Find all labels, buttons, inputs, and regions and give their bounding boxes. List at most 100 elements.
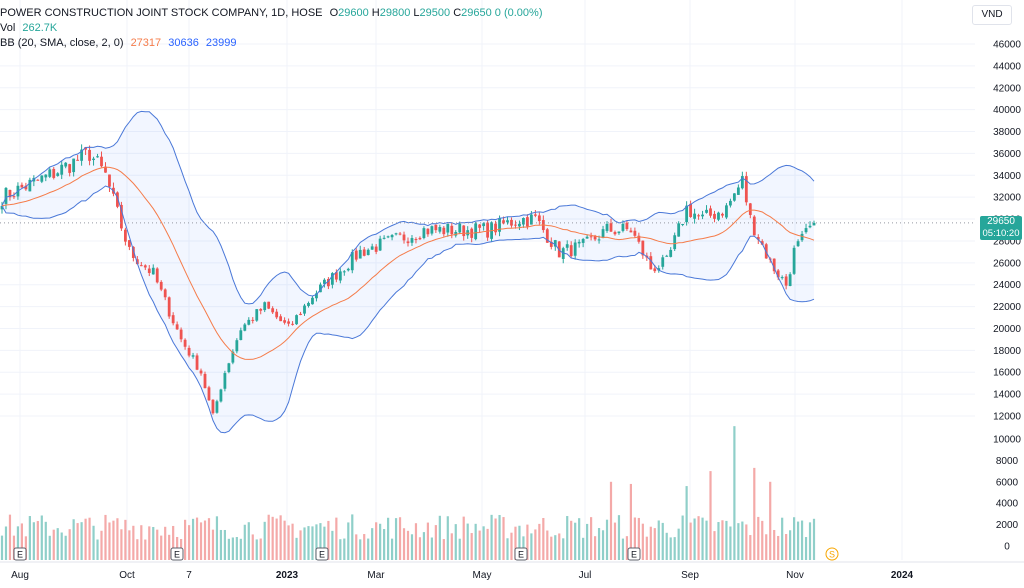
volume-bar bbox=[422, 532, 426, 560]
currency-button[interactable]: VND bbox=[972, 5, 1012, 25]
earnings-marker[interactable] bbox=[514, 547, 528, 561]
candle-body bbox=[346, 268, 350, 271]
dividend-marker[interactable] bbox=[825, 547, 839, 561]
volume-bar bbox=[183, 519, 187, 560]
earnings-marker-label: E bbox=[17, 550, 23, 560]
candle-body bbox=[549, 241, 553, 247]
bb-label[interactable]: BB (20, SMA, close, 2, 0) bbox=[0, 37, 124, 49]
candle-body bbox=[120, 204, 123, 229]
earnings-marker[interactable] bbox=[13, 547, 27, 561]
candle-body bbox=[585, 236, 589, 239]
candle-body bbox=[263, 302, 267, 311]
volume-bar bbox=[534, 529, 537, 560]
candle-body bbox=[243, 324, 247, 331]
candle-body bbox=[430, 226, 434, 234]
earnings-marker[interactable] bbox=[170, 547, 184, 561]
volume-bar bbox=[347, 522, 350, 560]
candle-body bbox=[295, 315, 298, 325]
candle-body bbox=[255, 309, 259, 321]
volume-bar bbox=[773, 529, 776, 560]
candle-body bbox=[573, 242, 577, 256]
volume-bar bbox=[458, 538, 461, 560]
candle-body bbox=[705, 209, 708, 213]
candle-body bbox=[502, 220, 505, 224]
candle-body bbox=[215, 401, 219, 413]
candle-body bbox=[239, 330, 243, 341]
volume-bar bbox=[645, 536, 648, 560]
volume-tick-label: 0 bbox=[1004, 542, 1010, 553]
low-label: L bbox=[413, 7, 420, 19]
volume-bar bbox=[156, 529, 159, 560]
volume-bar bbox=[641, 523, 644, 560]
volume-bar bbox=[36, 521, 39, 560]
volume-bar bbox=[673, 537, 676, 560]
candle-body bbox=[131, 246, 135, 258]
candle-body bbox=[127, 240, 131, 247]
dividend-marker-label: S bbox=[829, 550, 835, 560]
volume-bar bbox=[721, 520, 724, 560]
candle-body bbox=[422, 228, 426, 239]
volume-label[interactable]: Vol bbox=[0, 22, 16, 34]
volume-bar bbox=[283, 520, 286, 560]
candle-body bbox=[434, 224, 438, 231]
earnings-marker[interactable] bbox=[627, 547, 641, 561]
volume-bar bbox=[593, 536, 597, 560]
volume-bar bbox=[291, 523, 294, 560]
volume-bar bbox=[255, 539, 258, 560]
volume-bar bbox=[307, 526, 310, 560]
volume-bar bbox=[371, 528, 374, 560]
symbol-title[interactable]: POWER CONSTRUCTION JOINT STOCK COMPANY, … bbox=[0, 7, 323, 19]
candle-body bbox=[323, 279, 326, 284]
candle-body bbox=[717, 212, 720, 220]
price-tick-label: 26000 bbox=[993, 258, 1021, 269]
volume-bar bbox=[187, 525, 191, 560]
candle-body bbox=[613, 231, 617, 235]
candle-body bbox=[123, 229, 127, 242]
volume-bar bbox=[68, 529, 71, 560]
volume-bar bbox=[100, 530, 103, 560]
volume-bar bbox=[597, 528, 601, 560]
volume-bar bbox=[172, 525, 175, 560]
candle-body bbox=[52, 168, 56, 178]
volume-bar bbox=[745, 524, 748, 560]
volume-bar bbox=[796, 521, 800, 560]
volume-bar bbox=[490, 514, 493, 560]
candle-body bbox=[0, 205, 4, 210]
volume-bar bbox=[104, 514, 107, 560]
volume-bar bbox=[311, 526, 314, 560]
candle-body bbox=[60, 164, 64, 175]
candle-body bbox=[342, 271, 346, 273]
change-value: 0 (0.00%) bbox=[494, 7, 543, 19]
volume-bar bbox=[781, 517, 784, 560]
volume-bar bbox=[386, 517, 390, 560]
candle-body bbox=[366, 249, 370, 256]
volume-bar bbox=[259, 538, 262, 560]
earnings-marker-label: E bbox=[319, 550, 325, 560]
candle-body bbox=[223, 373, 227, 389]
candle-body bbox=[732, 193, 736, 201]
candle-body bbox=[744, 176, 748, 203]
earnings-marker[interactable] bbox=[315, 547, 329, 561]
volume-bar bbox=[653, 528, 656, 560]
volume-bar bbox=[737, 523, 740, 560]
volume-bar bbox=[72, 519, 75, 560]
candle-body bbox=[8, 189, 12, 198]
candle-body bbox=[84, 147, 87, 150]
candle-body bbox=[398, 233, 402, 235]
volume-bar bbox=[589, 517, 593, 560]
volume-bar bbox=[661, 522, 664, 560]
candle-body bbox=[478, 224, 482, 228]
volume-bar bbox=[761, 520, 764, 560]
volume-bar bbox=[398, 517, 402, 560]
volume-bar bbox=[725, 520, 728, 560]
volume-bar bbox=[112, 520, 115, 560]
volume-bar bbox=[741, 521, 744, 560]
volume-bar bbox=[705, 520, 708, 560]
time-axis[interactable]: Aug Oct 7 2023 Mar May Jul Sep Nov 2024 bbox=[11, 570, 913, 581]
candle-body bbox=[812, 222, 816, 226]
price-axis[interactable]: 1200014000160001800020000220002400026000… bbox=[993, 40, 1021, 553]
candle-body bbox=[143, 265, 147, 268]
volume-bar bbox=[649, 526, 652, 560]
candle-body bbox=[68, 164, 72, 173]
